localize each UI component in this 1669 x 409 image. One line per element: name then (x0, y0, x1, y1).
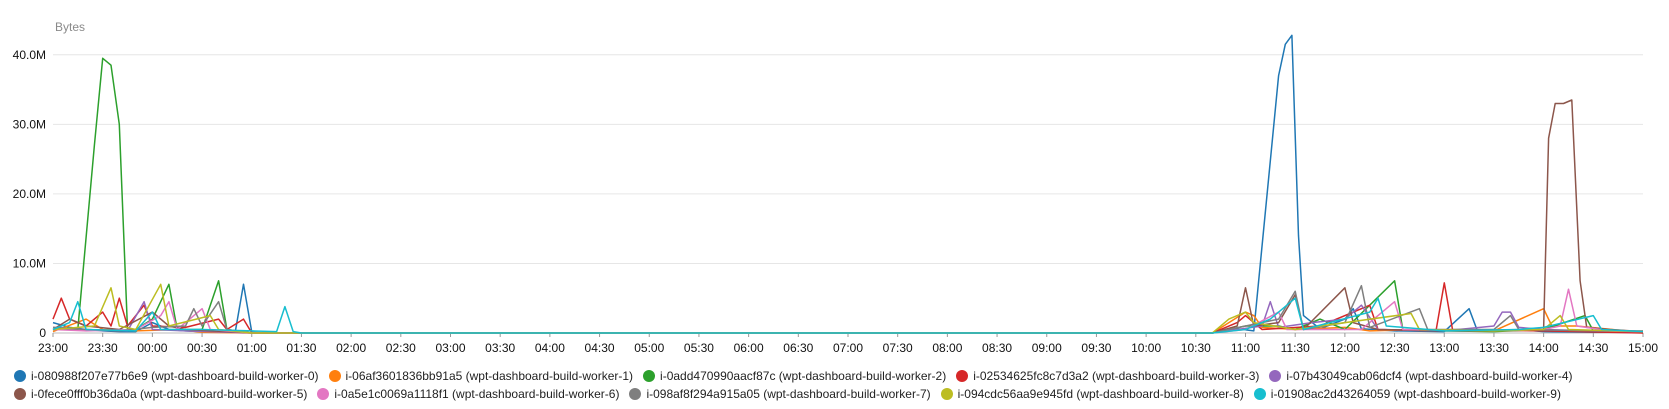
legend-item-worker-9[interactable]: i-01908ac2d43264059 (wpt-dashboard-build… (1253, 385, 1561, 403)
legend-swatch (643, 370, 656, 382)
legend-label: i-07b43049cab06dcf4 (wpt-dashboard-build… (1286, 369, 1573, 383)
legend-swatch (940, 388, 953, 400)
legend-swatch (317, 388, 330, 400)
legend-swatch (1269, 370, 1282, 382)
legend-row: i-0fece0fff0b36da0a (wpt-dashboard-build… (14, 385, 1664, 403)
y-tick-label: 10.0M (13, 256, 46, 270)
x-tick-label: 11:00 (1231, 341, 1260, 355)
x-tick-label: 01:30 (286, 341, 316, 355)
x-tick-label: 08:00 (932, 341, 962, 355)
x-tick-label: 02:30 (386, 341, 416, 355)
y-tick-label: 40.0M (13, 48, 46, 62)
legend-row: i-080988f207e77b6e9 (wpt-dashboard-build… (14, 367, 1664, 385)
legend-item-worker-0[interactable]: i-080988f207e77b6e9 (wpt-dashboard-build… (14, 367, 319, 385)
legend-item-worker-2[interactable]: i-0add470990aacf87c (wpt-dashboard-build… (643, 367, 946, 385)
axes: 0 10.0M 20.0M 30.0M 40.0M 23:00 23:30 00:00 00:3… (13, 48, 1659, 355)
x-tick-label: 10:30 (1181, 341, 1211, 355)
x-tick-label: 13:00 (1429, 341, 1459, 355)
y-tick-label: 0 (39, 326, 46, 340)
series-line-worker-0 (52, 34, 1643, 334)
x-tick-label: 23:30 (88, 341, 118, 355)
y-tick-label: 20.0M (13, 187, 46, 201)
legend-swatch (629, 388, 642, 400)
x-tick-label: 07:30 (883, 341, 913, 355)
x-tick-label: 05:00 (634, 341, 664, 355)
x-tick-label: 15:00 (1628, 341, 1658, 355)
x-tick-label: 14:00 (1529, 341, 1559, 355)
x-tick-label: 06:30 (783, 341, 813, 355)
legend-label: i-06af3601836bb91a5 (wpt-dashboard-build… (345, 369, 634, 383)
x-tick-label: 09:30 (1081, 341, 1111, 355)
x-tick-label: 02:00 (336, 341, 366, 355)
series-line-worker-4 (52, 300, 1644, 334)
legend-item-worker-4[interactable]: i-07b43049cab06dcf4 (wpt-dashboard-build… (1269, 367, 1573, 385)
x-tick-label: 08:30 (982, 341, 1012, 355)
legend-item-worker-5[interactable]: i-0fece0fff0b36da0a (wpt-dashboard-build… (14, 385, 307, 403)
legend-label: i-094cdc56aa9e945fd (wpt-dashboard-build… (957, 387, 1244, 401)
x-tick-label: 09:00 (1032, 341, 1062, 355)
series-line-worker-9 (52, 297, 1644, 334)
series-line-worker-5 (52, 99, 1644, 334)
grid-lines (53, 54, 1643, 334)
legend-swatch (14, 370, 26, 382)
legend-label: i-098af8f294a915a05 (wpt-dashboard-build… (646, 387, 931, 401)
x-tick-label: 12:00 (1330, 341, 1360, 355)
x-tick-label: 00:00 (137, 341, 167, 355)
legend-swatch (956, 370, 969, 382)
legend-swatch (328, 370, 341, 382)
legend-label: i-01908ac2d43264059 (wpt-dashboard-build… (1270, 387, 1561, 401)
x-tick-label: 23:00 (38, 341, 68, 355)
series-lines (52, 34, 1644, 334)
legend-item-worker-8[interactable]: i-094cdc56aa9e945fd (wpt-dashboard-build… (940, 385, 1244, 403)
x-tick-label: 03:00 (435, 341, 465, 355)
legend-item-worker-1[interactable]: i-06af3601836bb91a5 (wpt-dashboard-build… (328, 367, 634, 385)
x-tick-label: 06:00 (734, 341, 764, 355)
legend-item-worker-3[interactable]: i-02534625fc8c7d3a2 (wpt-dashboard-build… (956, 367, 1259, 385)
legend-swatch (1253, 388, 1266, 400)
legend-label: i-0a5e1c0069a1118f1 (wpt-dashboard-build… (334, 387, 620, 401)
x-tick-label: 01:00 (237, 341, 267, 355)
legend-swatch (14, 388, 26, 400)
x-tick-label: 04:00 (535, 341, 565, 355)
x-tick-label: 10:00 (1131, 341, 1161, 355)
x-tick-label: 00:30 (187, 341, 217, 355)
y-axis-label: Bytes (55, 20, 86, 34)
x-tick-label: 11:30 (1281, 341, 1310, 355)
x-tick-label: 03:30 (485, 341, 515, 355)
x-tick-label: 05:30 (684, 341, 714, 355)
x-tick-label: 14:30 (1578, 341, 1608, 355)
legend-label: i-080988f207e77b6e9 (wpt-dashboard-build… (31, 369, 319, 383)
x-tick-label: 13:30 (1479, 341, 1509, 355)
y-tick-label: 30.0M (13, 117, 46, 131)
x-tick-label: 07:00 (833, 341, 863, 355)
legend-label: i-0add470990aacf87c (wpt-dashboard-build… (660, 369, 947, 383)
legend-item-worker-6[interactable]: i-0a5e1c0069a1118f1 (wpt-dashboard-build… (317, 385, 619, 403)
legend: i-080988f207e77b6e9 (wpt-dashboard-build… (14, 367, 1664, 403)
legend-label: i-0fece0fff0b36da0a (wpt-dashboard-build… (31, 387, 308, 401)
x-tick-label: 12:30 (1380, 341, 1410, 355)
legend-item-worker-7[interactable]: i-098af8f294a915a05 (wpt-dashboard-build… (629, 385, 931, 403)
series-line-worker-2 (53, 57, 1644, 334)
legend-label: i-02534625fc8c7d3a2 (wpt-dashboard-build… (973, 369, 1260, 383)
x-tick-label: 04:30 (585, 341, 615, 355)
